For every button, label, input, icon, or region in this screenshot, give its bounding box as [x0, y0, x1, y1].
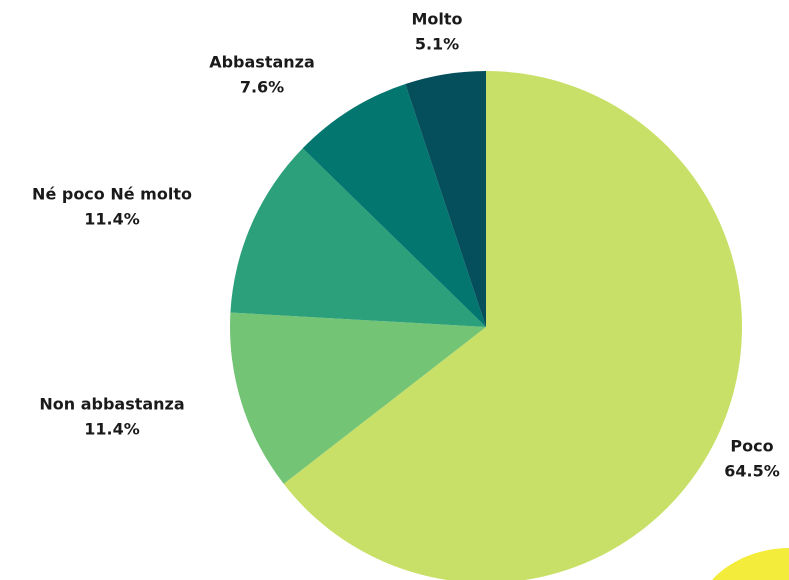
slice-label: Non abbastanza — [39, 395, 184, 414]
slice-value: 5.1% — [415, 35, 459, 54]
slice-label: Molto — [411, 10, 462, 29]
slice-label: Né poco Né molto — [32, 185, 192, 204]
slice-value: 11.4% — [84, 420, 140, 439]
chart: Poco 64.5% Non abbastanza 11.4% Né poco Né m… — [0, 0, 789, 580]
slice-value: 64.5% — [724, 462, 780, 481]
pie — [230, 71, 742, 580]
slice-value: 7.6% — [240, 78, 284, 97]
slice-value: 11.4% — [84, 210, 140, 229]
slice-label: Poco — [730, 437, 773, 456]
decoration — [712, 548, 789, 580]
slice-label: Abbastanza — [209, 53, 315, 72]
